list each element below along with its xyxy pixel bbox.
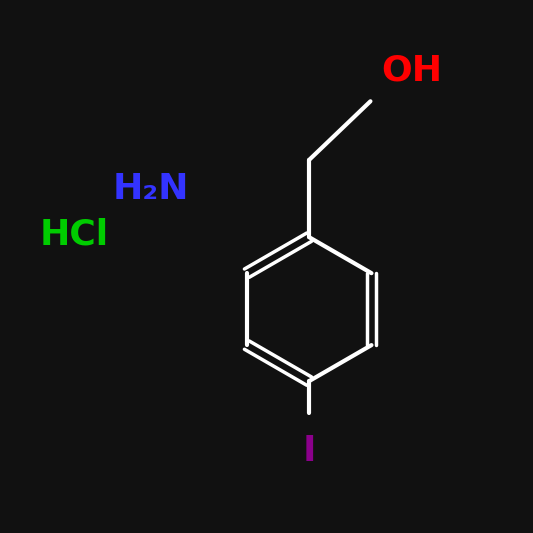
Text: H₂N: H₂N bbox=[112, 172, 189, 206]
Text: HCl: HCl bbox=[40, 217, 109, 252]
Text: I: I bbox=[302, 434, 316, 469]
Text: OH: OH bbox=[381, 54, 442, 88]
